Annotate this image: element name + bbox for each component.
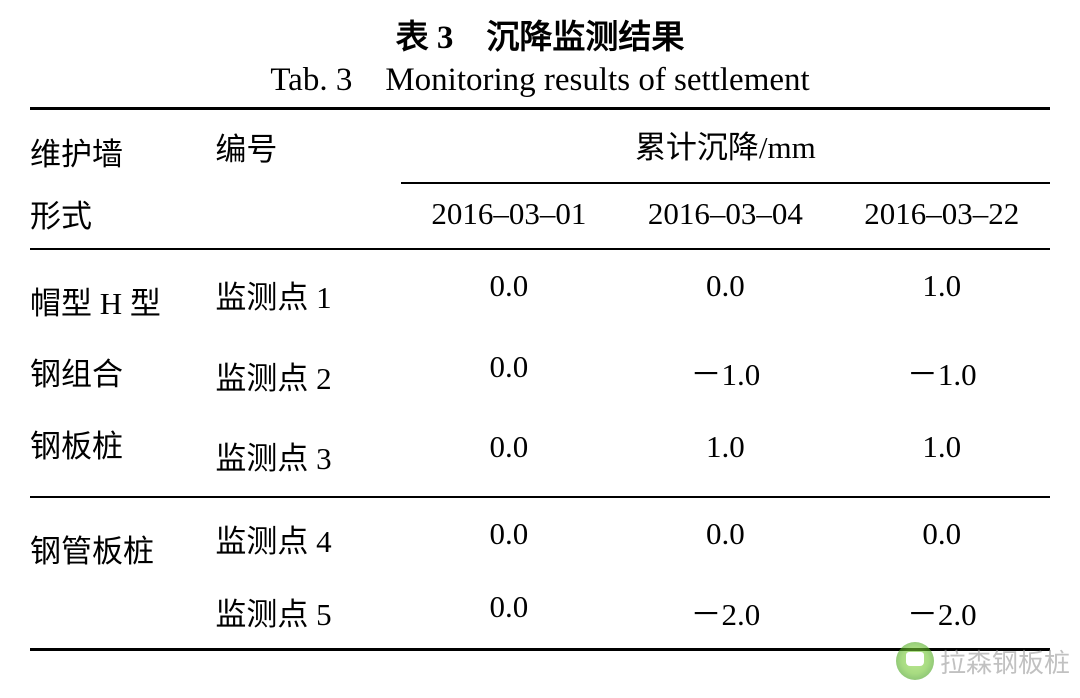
wechat-icon (896, 642, 934, 680)
cell-value: 0.0 (401, 249, 617, 335)
table-caption-en: Tab. 3 Monitoring results of settlement (30, 62, 1050, 99)
caption-en-title: Monitoring results of settlement (385, 62, 809, 98)
caption-cn-label: 表 3 (396, 20, 454, 56)
cell-value: 0.0 (401, 415, 617, 497)
settlement-table: 维护墙形式 编号 累计沉降/mm 2016–03–01 2016–03–04 2… (30, 107, 1050, 651)
caption-en-label: Tab. 3 (270, 62, 352, 98)
cell-value: －1.0 (834, 335, 1050, 415)
header-date-1: 2016–03–04 (617, 183, 833, 249)
header-type-text: 维护墙形式 (30, 124, 123, 248)
watermark: 拉森钢板桩 (896, 642, 1070, 680)
cell-value: 0.0 (401, 335, 617, 415)
cell-value: 0.0 (617, 497, 833, 575)
header-date-0: 2016–03–01 (401, 183, 617, 249)
header-point: 编号 (215, 109, 400, 250)
type-cell-0: 帽型 H 型 钢组合 钢板桩 (30, 249, 215, 497)
cell-value: 1.0 (834, 249, 1050, 335)
cell-value: 0.0 (401, 575, 617, 650)
cell-value: －1.0 (617, 335, 833, 415)
caption-cn-title: 沉降监测结果 (486, 20, 684, 56)
table-row: 监测点 5 (215, 575, 400, 650)
header-date-2: 2016–03–22 (834, 183, 1050, 249)
type-cell-1: 钢管板桩 (30, 497, 215, 650)
header-type: 维护墙形式 (30, 109, 215, 250)
cell-value: －2.0 (617, 575, 833, 650)
table-row: 监测点 3 (215, 415, 400, 497)
cell-value: 0.0 (401, 497, 617, 575)
cell-value: 0.0 (617, 249, 833, 335)
cell-value: 1.0 (617, 415, 833, 497)
cell-value: 0.0 (834, 497, 1050, 575)
cell-value: 1.0 (834, 415, 1050, 497)
watermark-text: 拉森钢板桩 (940, 643, 1070, 680)
table-row: 监测点 4 (215, 497, 400, 575)
header-group: 累计沉降/mm (401, 109, 1050, 183)
table-row: 监测点 1 (215, 249, 400, 335)
table-caption-cn: 表 3 沉降监测结果 (30, 10, 1050, 58)
table-row: 监测点 2 (215, 335, 400, 415)
cell-value: －2.0 (834, 575, 1050, 650)
